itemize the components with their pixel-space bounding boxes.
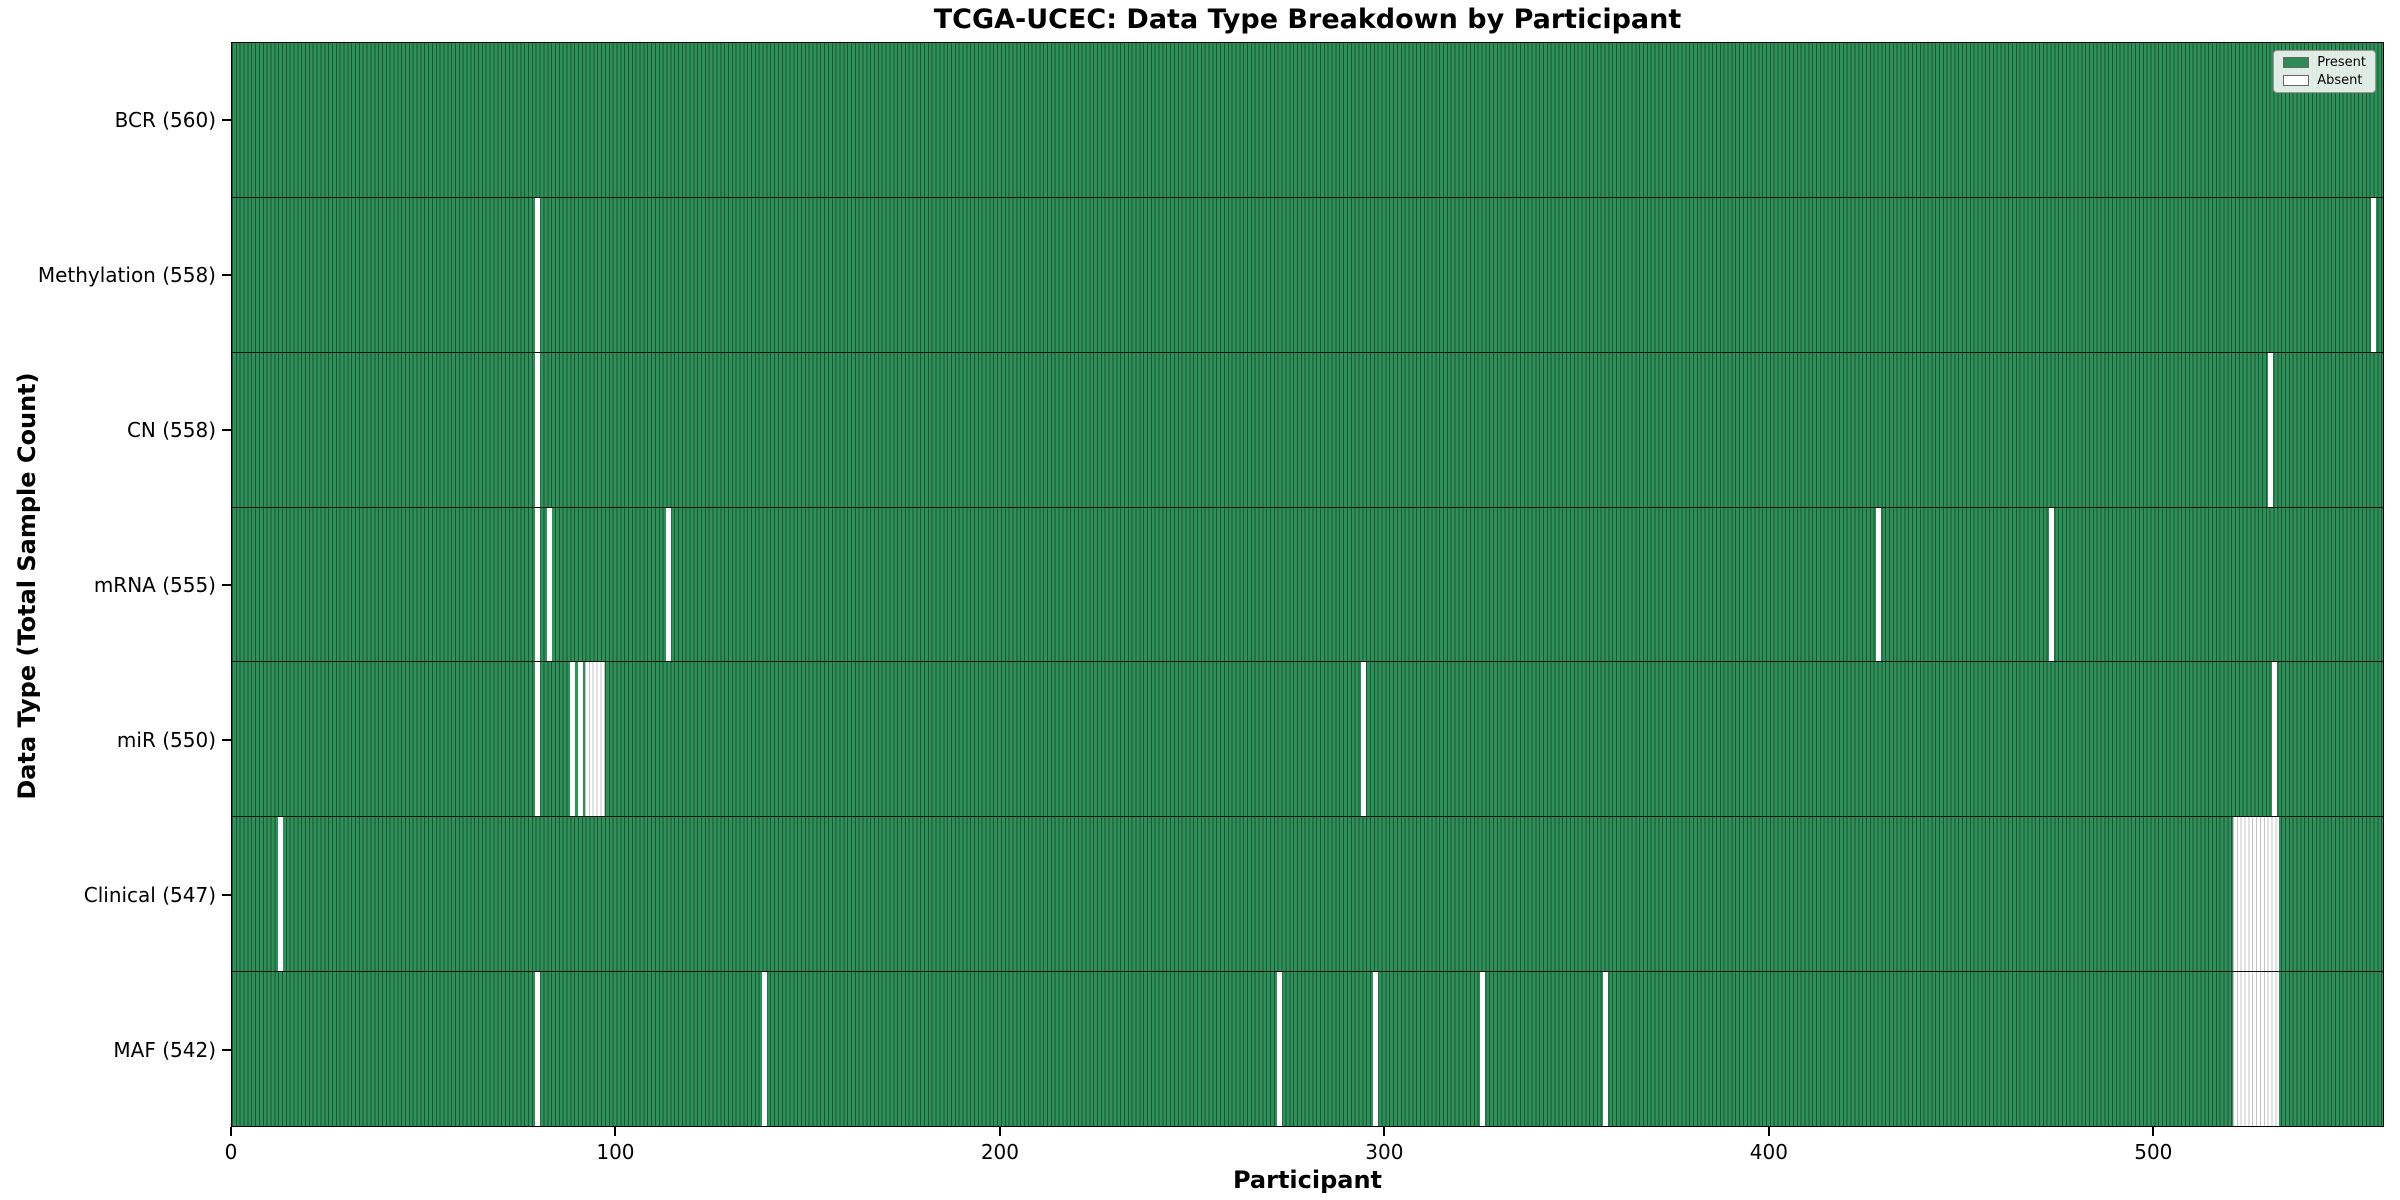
absent-gap [2371,197,2377,352]
y-tick-mark [222,273,231,276]
absent-gap [666,507,672,662]
absent-gap [1603,972,1609,1127]
row-maf [232,972,2383,1127]
absent-gap [2267,352,2273,507]
y-tick-mark [222,1048,231,1051]
y-tick-mark [222,738,231,741]
y-tick-mark [222,118,231,121]
absent-gap [1480,972,1486,1127]
absent-gap [535,972,541,1127]
absent-gap [1875,507,1881,662]
absent-gap [577,662,583,817]
x-tick-mark [998,1127,1001,1136]
x-tick-mark [614,1127,617,1136]
x-tick-mark [230,1127,232,1136]
y-tick-mark [222,893,231,896]
presence-matrix [232,43,2383,1127]
absent-gap [2233,972,2280,1127]
absent-gap [546,507,552,662]
legend-swatch-absent [2283,75,2310,86]
absent-gap [570,662,575,817]
y-tick-mark [222,583,231,586]
absent-gap [535,507,541,662]
x-tick-mark [1383,1127,1386,1136]
y-tick-label-clinical: Clinical (547) [83,882,216,907]
absent-gap [535,352,541,507]
absent-gap [1276,972,1282,1127]
x-tick-mark [1767,1127,1770,1136]
x-axis-label: Participant [1232,1166,1383,1194]
absent-gap [585,662,605,817]
x-tick-label-0: 0 [224,1140,238,1164]
y-tick-label-maf: MAF (542) [113,1037,216,1062]
legend-swatch-present [2283,57,2310,68]
row-clinical [232,817,2383,973]
plot-area: Present Absent [231,42,2384,1127]
absent-gap [2233,817,2280,972]
x-tick-label-300: 300 [1365,1140,1404,1164]
x-tick-label-500: 500 [2134,1140,2173,1164]
row-bcr [232,43,2383,198]
absent-gap [2048,507,2054,662]
legend-label: Absent [2317,73,2363,88]
row-cn [232,352,2383,508]
y-tick-label-cn: CN (558) [126,417,216,442]
legend-entry-present: Present [2283,56,2366,69]
x-tick-label-200: 200 [980,1140,1020,1164]
absent-gap [762,972,768,1127]
absent-gap [2271,662,2277,817]
x-tick-mark [2152,1127,2155,1136]
absent-gap [1361,662,1367,817]
x-tick-label-400: 400 [1749,1140,1788,1164]
legend: Present Absent [2273,50,2376,93]
row-mrna [232,507,2383,663]
y-tick-label-bcr: BCR (560) [114,107,216,132]
chart-title: TCGA-UCEC: Data Type Breakdown by Partic… [933,4,1682,35]
row-mir [232,662,2383,818]
x-tick-label-100: 100 [596,1140,635,1164]
legend-label: Present [2317,55,2366,70]
absent-gap [1372,972,1378,1127]
absent-gap [535,662,541,817]
y-tick-mark [222,428,231,431]
absent-gap [535,197,541,352]
y-tick-label-methylation: Methylation (558) [37,262,216,287]
y-tick-label-mir: miR (550) [116,727,216,752]
legend-entry-absent: Absent [2283,74,2366,87]
absent-gap [278,817,284,972]
row-methylation [232,197,2383,353]
y-tick-label-mrna: mRNA (555) [93,572,216,597]
